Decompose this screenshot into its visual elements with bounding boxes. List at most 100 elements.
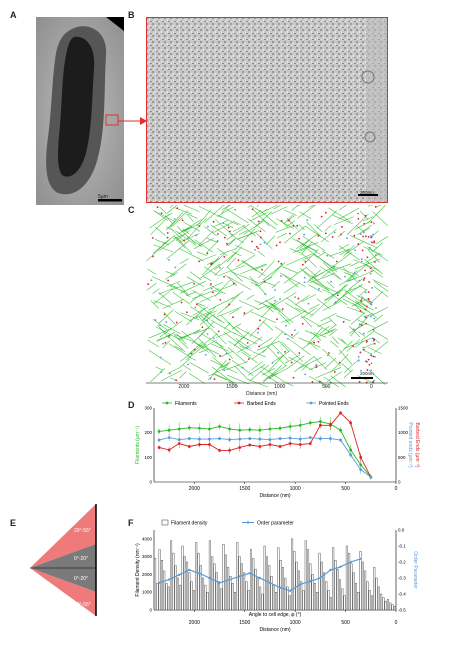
f-density-bar bbox=[386, 599, 389, 611]
barbed-end-dot bbox=[176, 207, 179, 210]
filament-segment bbox=[201, 333, 224, 348]
barbed-end-dot bbox=[359, 310, 362, 312]
filament-segment bbox=[319, 380, 328, 387]
filament-segment bbox=[296, 233, 319, 250]
barbed-end-dot bbox=[181, 219, 184, 222]
barbed-end-dot bbox=[251, 208, 254, 211]
filament-segment bbox=[296, 205, 301, 207]
filament-segment bbox=[236, 343, 252, 354]
filament-segment bbox=[298, 357, 322, 369]
filament-segment bbox=[339, 248, 350, 255]
barbed-end-dot bbox=[335, 260, 338, 263]
f-density-bar bbox=[167, 586, 170, 611]
barbed-end-dot bbox=[259, 319, 261, 322]
filament-segment bbox=[246, 378, 269, 387]
filament-segment bbox=[200, 315, 215, 329]
filament-segment bbox=[217, 306, 243, 318]
barbed-end-dot bbox=[227, 226, 230, 229]
filament-segment bbox=[206, 238, 219, 243]
filament-segment bbox=[258, 337, 273, 347]
barbed-end-dot bbox=[364, 269, 366, 272]
f-density-bar bbox=[389, 602, 392, 611]
filament-segment bbox=[218, 215, 239, 226]
filament-segment bbox=[226, 246, 243, 263]
pointed-end-dot bbox=[373, 222, 375, 225]
d-data-point bbox=[187, 437, 191, 440]
filament-segment bbox=[265, 235, 276, 245]
f-order-point bbox=[167, 578, 171, 581]
filament-segment bbox=[208, 297, 235, 311]
filament-segment bbox=[342, 266, 358, 283]
d-x-tick-label: 1000 bbox=[290, 486, 301, 492]
pointed-end-dot bbox=[277, 351, 279, 354]
panel-label-b: B bbox=[128, 10, 135, 20]
filament-segment bbox=[168, 343, 192, 358]
barbed-end-dot bbox=[360, 299, 363, 302]
barbed-end-dot bbox=[160, 212, 163, 215]
filament-segment bbox=[232, 251, 242, 257]
wedge-label-2: 0°-20° bbox=[74, 556, 88, 562]
filament-segment bbox=[360, 210, 369, 221]
panel-label-d: D bbox=[128, 400, 135, 410]
d-data-point bbox=[339, 411, 342, 415]
filament-segment bbox=[160, 369, 183, 382]
d-data-point bbox=[258, 428, 262, 432]
pointed-end-dot bbox=[370, 369, 373, 372]
filament-segment bbox=[308, 205, 315, 208]
filament-segment bbox=[231, 271, 259, 283]
filament-segment bbox=[176, 226, 196, 245]
filament-segment bbox=[193, 327, 210, 335]
f-density-bar bbox=[293, 551, 296, 611]
f-density-bar bbox=[213, 563, 216, 611]
barbed-end-dot bbox=[212, 220, 215, 223]
pointed-end-dot bbox=[264, 293, 267, 295]
filament-segment bbox=[227, 238, 237, 247]
pointed-end-dot bbox=[150, 279, 153, 282]
barbed-end-dot bbox=[370, 221, 373, 223]
barbed-end-dot bbox=[367, 358, 370, 361]
f-order-point bbox=[188, 568, 191, 572]
filament-segment bbox=[373, 341, 388, 353]
filament-segment bbox=[150, 368, 165, 383]
filament-segment bbox=[338, 278, 351, 286]
filament-segment bbox=[303, 316, 330, 332]
barbed-end-dot bbox=[217, 233, 219, 235]
filament-segment bbox=[308, 342, 318, 350]
filament-segment bbox=[302, 340, 315, 349]
d-y-right-tick: 1500 bbox=[398, 406, 409, 411]
filament-segment bbox=[146, 282, 157, 291]
barbed-end-dot bbox=[151, 237, 154, 239]
f-density-bar bbox=[366, 581, 369, 611]
filament-segment bbox=[225, 361, 249, 371]
barbed-end-dot bbox=[301, 322, 304, 325]
f-density-bar bbox=[391, 604, 394, 611]
barbed-end-dot bbox=[304, 260, 307, 263]
barbed-end-dot bbox=[361, 249, 364, 252]
filament-segment bbox=[343, 272, 356, 278]
filament-segment bbox=[213, 219, 229, 228]
barbed-end-dot bbox=[333, 371, 336, 373]
filament-segment bbox=[328, 207, 351, 222]
barbed-end-dot bbox=[223, 275, 225, 278]
pointed-end-dot bbox=[241, 366, 244, 369]
filament-segment bbox=[166, 226, 174, 231]
f-density-bar bbox=[286, 586, 289, 611]
filament-segment bbox=[331, 336, 340, 345]
f-density-bar bbox=[345, 545, 348, 611]
filament-segment bbox=[187, 213, 198, 219]
barbed-end-dot bbox=[223, 255, 226, 258]
pointed-end-dot bbox=[268, 377, 271, 380]
pointed-end-dot bbox=[274, 299, 277, 302]
barbed-end-dot bbox=[259, 230, 262, 233]
filament-segment bbox=[319, 266, 342, 280]
f-density-bar bbox=[234, 592, 237, 611]
pointed-end-dot bbox=[360, 258, 363, 261]
pointed-end-dot bbox=[223, 369, 226, 372]
filament-segment bbox=[308, 284, 323, 293]
filament-segment bbox=[342, 298, 369, 312]
barbed-end-dot bbox=[232, 316, 234, 319]
filament-segment bbox=[349, 278, 363, 290]
barbed-end-dot bbox=[175, 379, 177, 382]
d-data-point bbox=[329, 437, 332, 440]
barbed-end-dot bbox=[367, 298, 370, 301]
